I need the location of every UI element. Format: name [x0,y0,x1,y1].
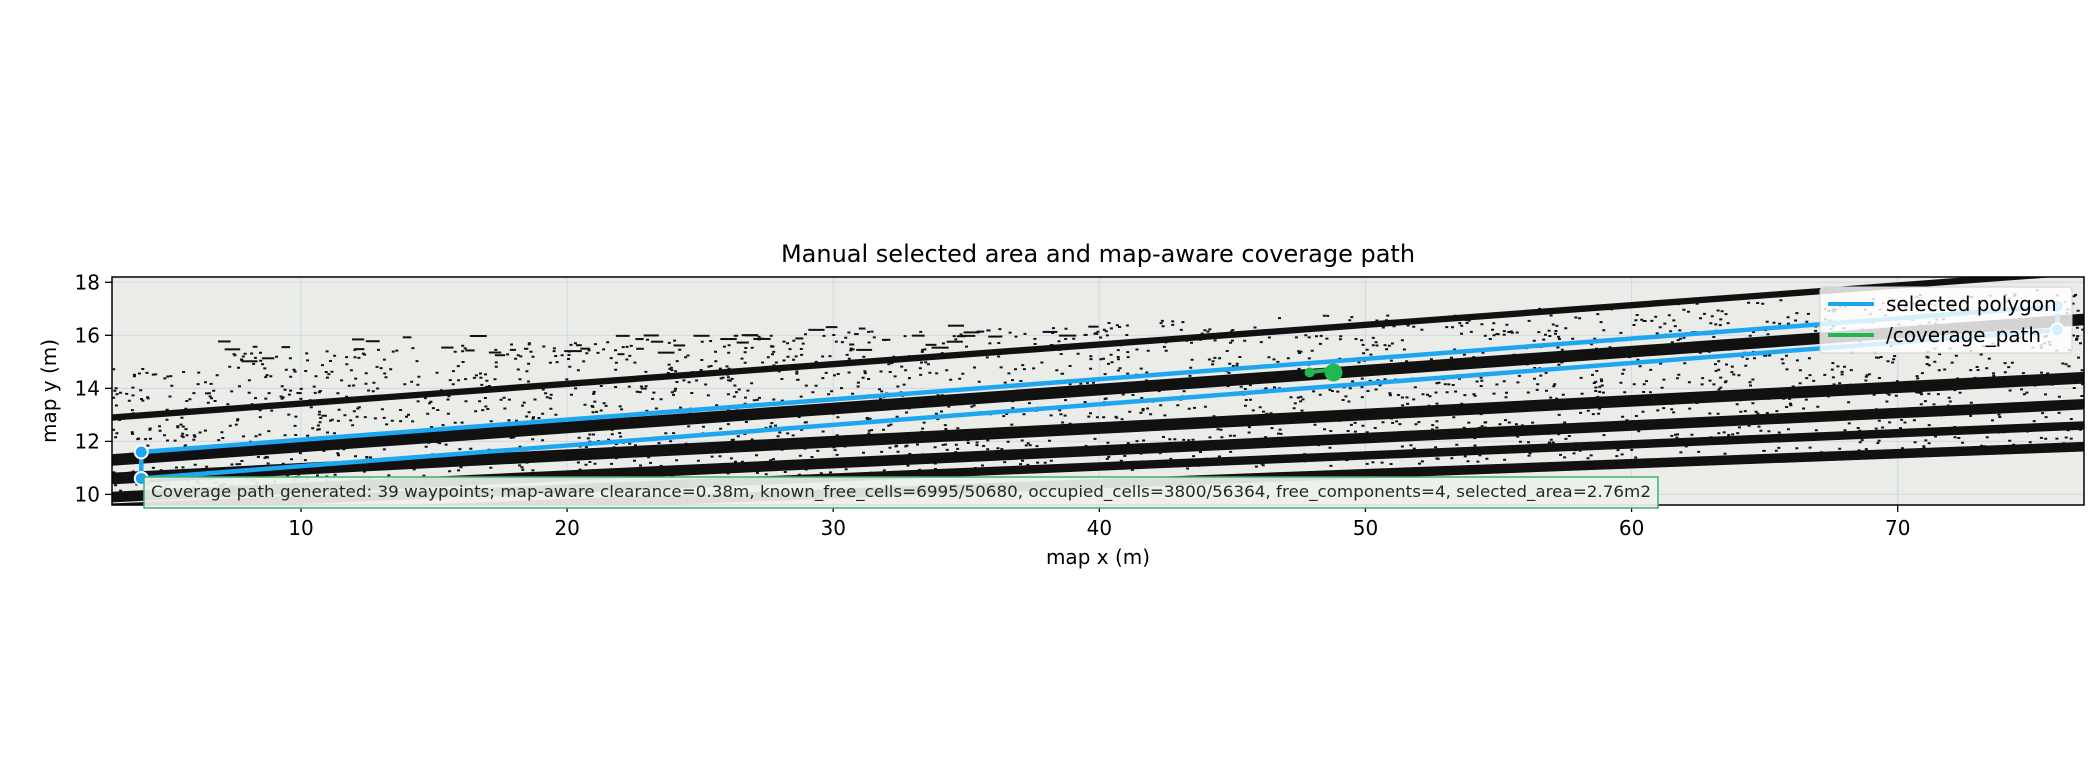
map-fragment [856,348,873,351]
map-fragment [509,348,517,351]
map-fragment [753,337,771,340]
map-fragment [402,336,412,339]
map-fragment [854,333,859,336]
map-fragment [650,340,664,343]
map-fragment [736,341,749,344]
map-fragment [808,328,825,331]
map-fragment [1088,325,1099,328]
map-fragment [956,335,966,338]
y-tick-label: 10 [75,482,100,506]
map-fragment [218,340,231,343]
map-fragment [252,345,258,348]
y-axis-label: map y (m) [37,339,61,443]
x-tick-label: 30 [820,516,845,540]
map-fragment [911,334,925,337]
y-axis: 10 12 14 16 18 [75,270,112,506]
coverage-end-point [1324,363,1343,382]
annotation-frame [143,476,1659,509]
annotation-text: Coverage path generated: 39 waypoints; m… [151,482,1651,502]
map-fragment [825,326,838,329]
map-fragment [850,348,855,351]
map-fragment [224,348,241,351]
map-fragment [741,334,759,337]
y-tick-label: 12 [75,429,100,453]
map-wall-band [112,313,2084,466]
map-fragment [849,343,855,346]
legend-frame [1819,286,2073,354]
map-fragment [720,338,737,341]
map-fragment [354,348,365,351]
x-tick-label: 60 [1619,516,1644,540]
map-fragment [770,345,775,348]
chart-title: Manual selected area and map-aware cover… [781,240,1415,268]
map-fragment [635,338,644,341]
map-fragment [580,347,591,350]
map-fragment [881,338,891,341]
map-fragment [261,357,275,360]
map-fragment [986,329,991,332]
map-fragment [441,346,454,349]
map-fragment [988,335,1001,338]
map-fragment [488,351,502,354]
map-fragment [925,343,937,346]
y-tick-label: 18 [75,270,100,294]
map-wall-band [112,277,2056,421]
map-fragment [494,354,506,357]
map-fragment [693,334,710,337]
x-tick-label: 50 [1353,516,1378,540]
map-fragment [657,351,675,354]
map-fragment [1058,334,1077,337]
map-fragment [931,346,949,349]
x-tick-label: 70 [1885,516,1910,540]
x-tick-label: 40 [1087,516,1112,540]
map-fragment [241,360,258,363]
legend-label-polygon: selected polygon [1886,292,2057,316]
map-fragment [365,340,380,343]
map-fragment [733,334,739,337]
map-fragment [469,335,487,338]
legend-label-coverage: /coverage_path [1886,323,2041,347]
legend: selected polygon /coverage_path [1819,286,2073,354]
polygon-vertex [133,444,149,460]
map-fragment [281,346,290,349]
x-tick-label: 10 [288,516,313,540]
map-fragment [643,334,659,337]
map-fragment [673,344,686,347]
map-fragment [352,338,365,341]
map-fragment [575,344,582,347]
map-fragment [523,347,529,350]
map-fragment [795,337,804,340]
map-fragment [1093,332,1099,335]
map-fragment [465,349,475,352]
map-fragment [636,347,644,350]
x-axis: 10 20 30 40 50 60 70 [288,505,1910,540]
map-fragment [946,340,963,343]
map-speckles [112,289,2084,494]
map-fragment [961,334,976,337]
x-tick-label: 20 [554,516,579,540]
x-axis-label: map x (m) [1046,545,1150,569]
map-fragment [858,327,866,330]
map-fragment [615,334,630,337]
coverage-start-point [1304,367,1315,378]
map-fragment [947,324,965,327]
y-tick-label: 14 [75,376,100,400]
map-fragment [963,331,980,334]
map-fragment [564,350,582,353]
map-fragment [617,353,625,356]
map-fragment [976,330,985,333]
map-fragment [1042,330,1058,333]
y-tick-label: 16 [75,323,100,347]
annotation-box: Coverage path generated: 39 waypoints; m… [143,476,1659,509]
